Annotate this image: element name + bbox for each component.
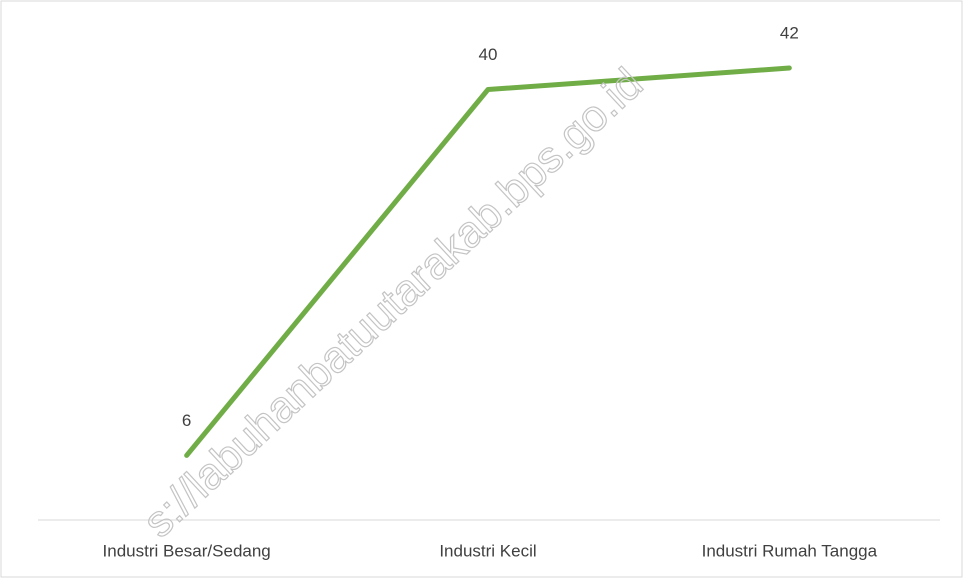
data-label: 6	[182, 411, 191, 430]
x-tick-label: Industri Rumah Tangga	[702, 541, 878, 560]
x-tick-label: Industri Besar/Sedang	[103, 541, 271, 560]
data-label: 42	[780, 23, 799, 42]
x-tick-label: Industri Kecil	[439, 541, 536, 560]
data-label: 40	[479, 45, 498, 64]
line	[184, 65, 792, 458]
